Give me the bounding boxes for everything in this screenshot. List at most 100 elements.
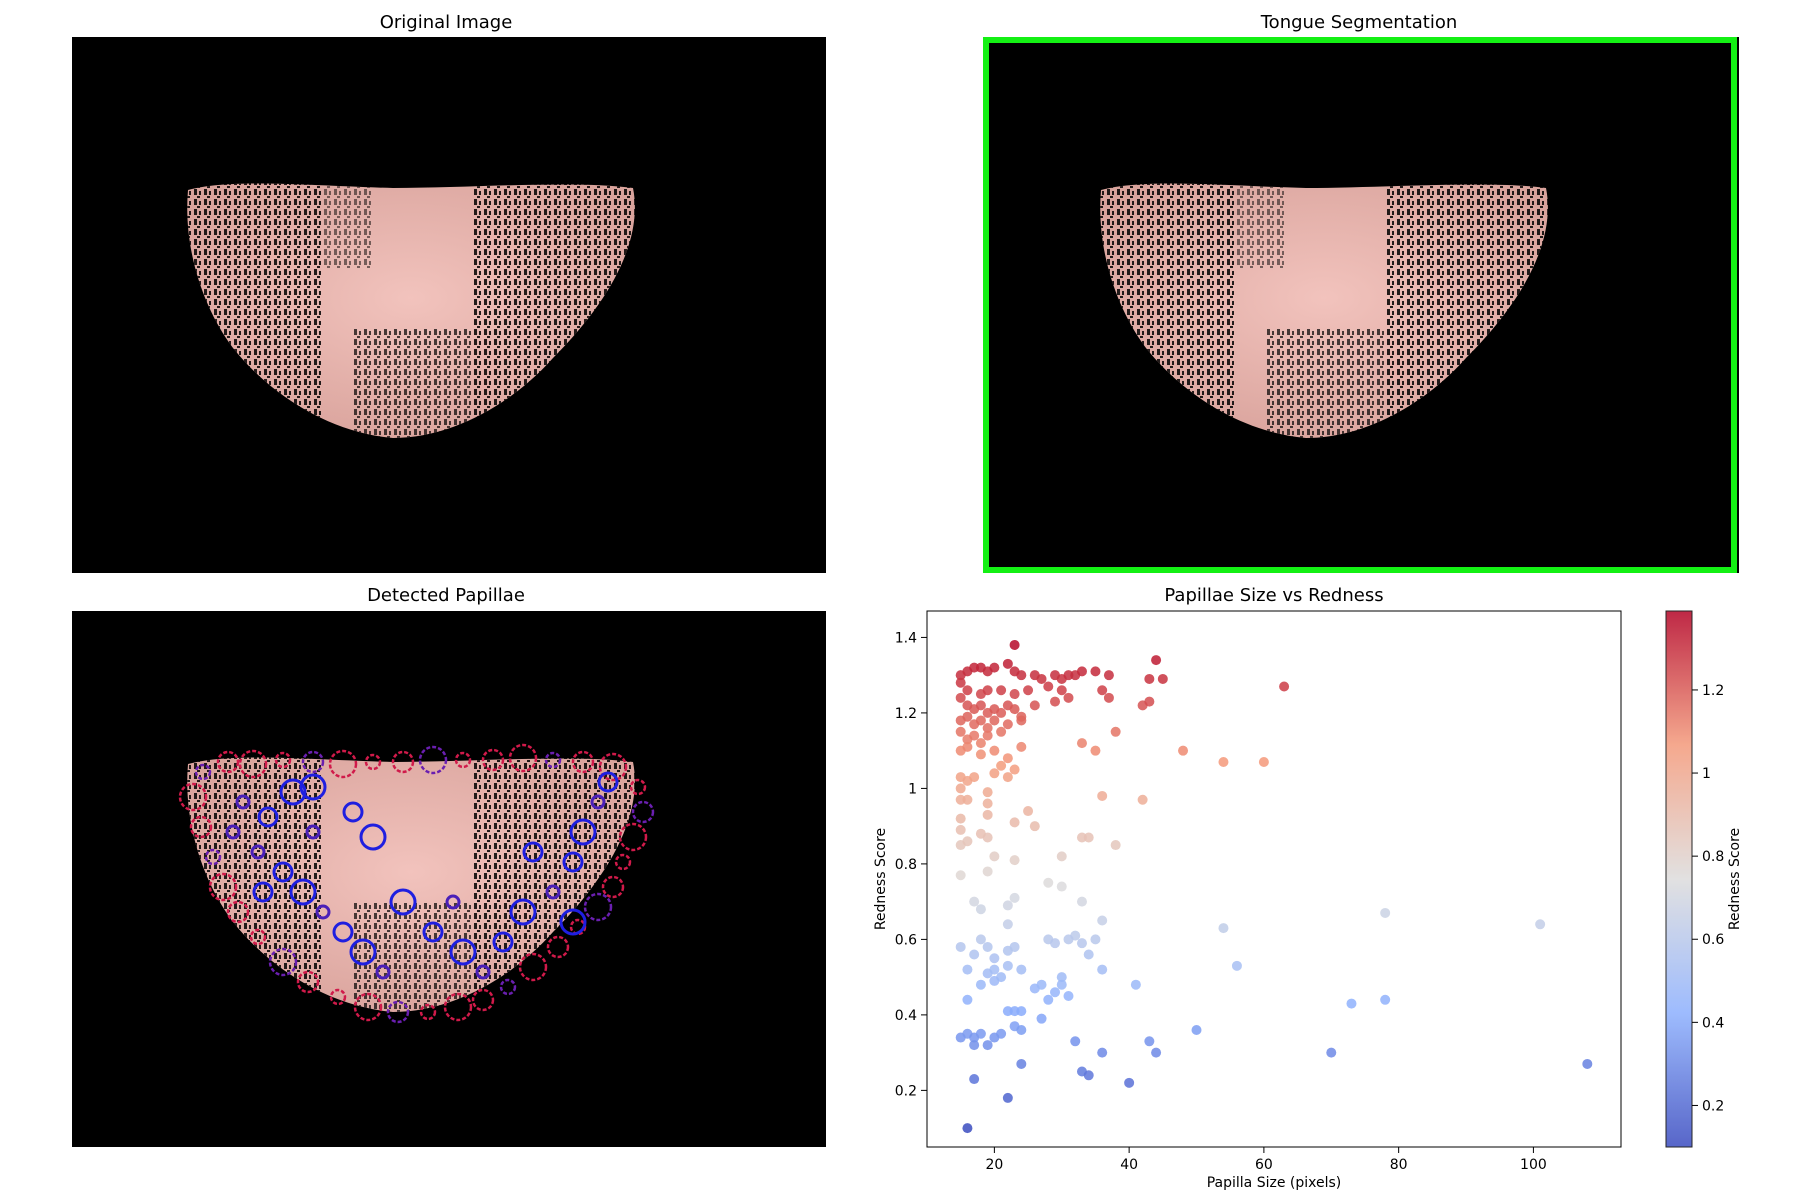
papilla-marker-blue xyxy=(315,904,331,920)
scatter-point xyxy=(989,745,1000,756)
papilla-marker-blue xyxy=(422,921,444,943)
papilla-marker-red xyxy=(508,743,538,773)
papilla-marker-blue xyxy=(289,878,317,906)
papilla-marker-red xyxy=(454,751,472,769)
papilla-marker-red xyxy=(296,970,320,994)
scatter-point xyxy=(989,964,1000,975)
papilla-marker-blue xyxy=(545,884,561,900)
papilla-marker-red xyxy=(614,853,632,871)
papilla-marker-red xyxy=(544,751,562,769)
x-tick-label: 100 xyxy=(1520,1157,1547,1173)
scatter-point xyxy=(982,968,993,979)
papilla-marker-blue xyxy=(590,794,606,810)
scatter-point xyxy=(955,783,966,794)
papilla-marker-blue xyxy=(569,818,597,846)
y-tick-label: 0.2 xyxy=(895,1083,917,1099)
scatter-point xyxy=(1151,655,1162,666)
scatter-point xyxy=(989,768,1000,779)
scatter-point xyxy=(1070,930,1081,941)
papilla-marker-blue xyxy=(562,851,584,873)
scatter-point xyxy=(1016,1058,1027,1069)
papillae-title: Detected Papillae xyxy=(367,585,525,606)
scatter-point xyxy=(1582,1058,1593,1069)
scatter-point xyxy=(1009,666,1020,677)
scatter-point xyxy=(1178,745,1189,756)
x-tick-label: 80 xyxy=(1390,1157,1408,1173)
papilla-marker-red xyxy=(583,892,613,922)
papilla-marker-red xyxy=(274,751,292,769)
papilla-marker-blue xyxy=(597,771,619,793)
scatter-point xyxy=(1258,756,1269,767)
scatter-point xyxy=(1063,670,1074,681)
scatter-point xyxy=(1016,715,1027,726)
scatter-point xyxy=(1036,1013,1047,1024)
scatter-point xyxy=(1144,696,1155,707)
papilla-marker-red xyxy=(418,745,448,775)
scatter-point xyxy=(1002,719,1013,730)
papilla-marker-red xyxy=(481,748,505,772)
scatter-point xyxy=(962,1123,973,1134)
scatter-point xyxy=(1016,1024,1027,1035)
papilla-marker-blue xyxy=(449,938,477,966)
scatter-point xyxy=(1043,681,1054,692)
scatter-point xyxy=(996,685,1007,696)
scatter-point xyxy=(1076,738,1087,749)
y-tick-label: 0.4 xyxy=(895,1008,917,1024)
x-axis-ticks: 20 40 60 80 100 xyxy=(985,1147,1547,1173)
scatter-point xyxy=(982,723,993,734)
scatter-point xyxy=(969,1032,980,1043)
scatter-point xyxy=(975,715,986,726)
scatter-point xyxy=(1090,934,1101,945)
scatter-point xyxy=(1023,806,1034,817)
scatter-point xyxy=(1050,987,1061,998)
scatter-point xyxy=(989,975,1000,986)
papilla-marker-red xyxy=(329,988,347,1006)
scatter-point xyxy=(1076,896,1087,907)
scatter-point xyxy=(1070,1036,1081,1047)
scatter-point xyxy=(975,1028,986,1039)
scatter-point xyxy=(1016,964,1027,975)
scatter-point xyxy=(1097,685,1108,696)
scatter-point xyxy=(996,972,1007,983)
scatter-point xyxy=(1002,919,1013,930)
papilla-marker-red xyxy=(618,822,648,852)
scatter-point xyxy=(1063,934,1074,945)
scatter-point xyxy=(1043,877,1054,888)
papilla-marker-blue xyxy=(349,938,377,966)
scatter-point xyxy=(975,979,986,990)
scatter-point xyxy=(955,1032,966,1043)
scatter-point xyxy=(1346,998,1357,1009)
papillae-overlay-svg xyxy=(178,743,655,1024)
original-image xyxy=(72,37,826,573)
scatter-point xyxy=(969,704,980,715)
scatter-point xyxy=(982,730,993,741)
papilla-marker-blue xyxy=(305,824,321,840)
scatter-point xyxy=(1043,934,1054,945)
papilla-marker-blue xyxy=(225,824,241,840)
original-image-title: Original Image xyxy=(379,12,513,33)
scatter-point xyxy=(962,711,973,722)
papilla-marker-red xyxy=(328,749,358,779)
scatter-point xyxy=(1326,1047,1337,1058)
scatter-point xyxy=(1016,741,1027,752)
scatter-title: Papillae Size vs Redness xyxy=(1164,585,1384,606)
scatter-point xyxy=(1137,700,1148,711)
scatter-point xyxy=(996,1028,1007,1039)
scatter-point xyxy=(1083,949,1094,960)
scatter-point xyxy=(955,870,966,881)
scatter-point xyxy=(989,715,1000,726)
scatter-point xyxy=(1016,670,1027,681)
scatter-point xyxy=(969,1040,980,1051)
papilla-marker-red xyxy=(208,872,238,902)
scatter-point xyxy=(1002,658,1013,669)
papilla-marker-blue xyxy=(279,778,307,806)
x-tick-label: 40 xyxy=(1120,1157,1138,1173)
scatter-points xyxy=(955,639,1593,1134)
scatter-point xyxy=(1002,700,1013,711)
papilla-marker-blue xyxy=(475,964,491,980)
scatter-point xyxy=(955,726,966,737)
scatter-point xyxy=(975,662,986,673)
papilla-marker-blue xyxy=(445,894,461,910)
scatter-point xyxy=(1056,851,1067,862)
papilla-marker-red xyxy=(443,992,473,1022)
